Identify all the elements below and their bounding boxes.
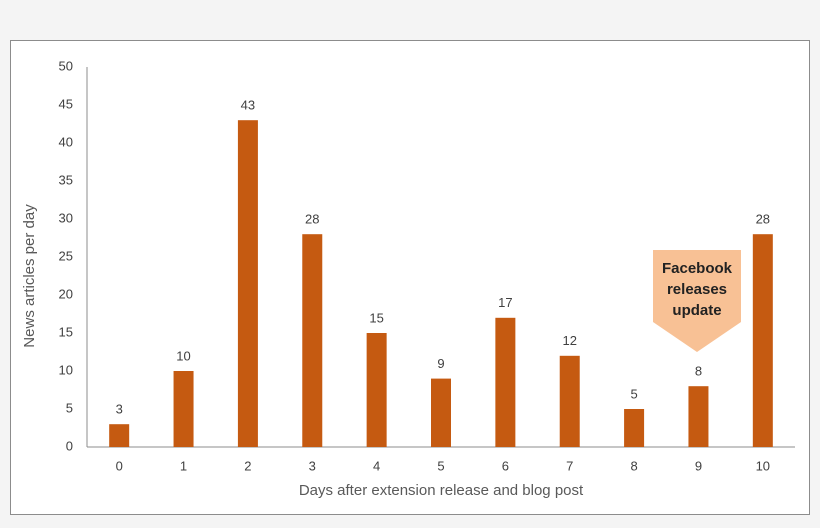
x-tick-label: 2 (244, 458, 251, 473)
x-tick-label: 3 (309, 458, 316, 473)
data-label: 8 (695, 364, 702, 379)
bar (752, 234, 773, 447)
y-tick-label: 40 (59, 134, 73, 149)
x-tick-label: 7 (566, 458, 573, 473)
y-tick-label: 30 (59, 210, 73, 225)
x-tick-label: 9 (695, 458, 702, 473)
data-label: 12 (562, 333, 576, 348)
y-tick-label: 45 (59, 96, 73, 111)
data-label: 5 (630, 386, 637, 401)
y-tick-label: 15 (59, 324, 73, 339)
y-tick-label: 10 (59, 362, 73, 377)
y-tick-label: 0 (66, 438, 73, 453)
y-tick-label: 5 (66, 400, 73, 415)
data-label: 17 (498, 295, 512, 310)
y-tick-label: 50 (59, 58, 73, 73)
data-label: 43 (241, 98, 255, 113)
annotation-callout (653, 250, 741, 352)
data-label: 15 (369, 310, 383, 325)
data-label: 9 (437, 356, 444, 371)
y-tick-label: 35 (59, 172, 73, 187)
bar (559, 355, 580, 447)
bar (366, 333, 387, 447)
x-tick-label: 5 (437, 458, 444, 473)
x-tick-label: 6 (502, 458, 509, 473)
data-label: 10 (176, 348, 190, 363)
data-label: 28 (305, 212, 319, 227)
bar (302, 234, 323, 447)
bar (688, 386, 709, 447)
data-label: 28 (756, 212, 770, 227)
x-axis-title: Days after extension release and blog po… (299, 482, 584, 499)
data-label: 3 (116, 402, 123, 417)
x-tick-label: 10 (756, 458, 770, 473)
bar (624, 409, 645, 447)
annotation: Facebook releases update (661, 260, 733, 319)
bar (173, 371, 194, 447)
x-tick-label: 8 (630, 458, 637, 473)
bar (109, 424, 130, 447)
y-tick-label: 20 (59, 286, 73, 301)
bar (431, 378, 451, 447)
x-tick-label: 1 (180, 458, 187, 473)
x-tick-label: 0 (116, 458, 123, 473)
bar (495, 317, 516, 447)
x-tick-label: 4 (373, 458, 380, 473)
bar (237, 120, 258, 447)
y-tick-label: 25 (59, 248, 73, 263)
y-axis-title: News articles per day (21, 204, 38, 348)
